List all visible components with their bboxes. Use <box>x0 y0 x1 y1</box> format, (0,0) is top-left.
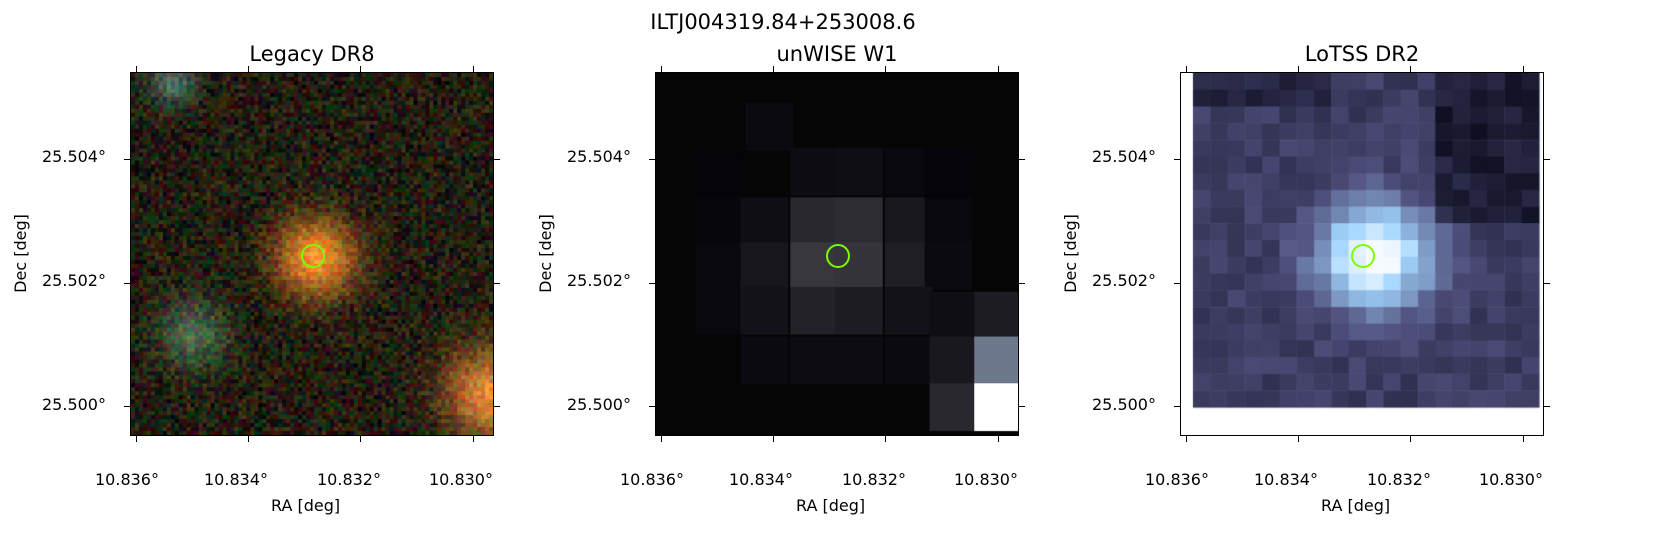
tick-mark <box>661 66 663 72</box>
tick-mark <box>649 159 655 161</box>
tick-mark <box>136 436 138 442</box>
tick-mark <box>136 66 138 72</box>
x-tick-label: 10.830° <box>1479 470 1543 489</box>
y-tick-label: 25.500° <box>567 395 631 414</box>
tick-mark <box>1019 406 1025 408</box>
tick-mark <box>885 436 887 442</box>
tick-mark <box>248 66 250 72</box>
tick-mark <box>998 436 1000 442</box>
x-tick-label: 10.836° <box>95 470 159 489</box>
x-tick-label: 10.836° <box>620 470 684 489</box>
tick-mark <box>1019 283 1025 285</box>
tick-mark <box>1523 436 1525 442</box>
tick-mark <box>1174 406 1180 408</box>
y-tick-label: 25.502° <box>1092 271 1156 290</box>
source-marker-circle <box>826 244 850 268</box>
tick-mark <box>494 159 500 161</box>
x-tick-label: 10.832° <box>842 470 906 489</box>
y-tick-label: 25.500° <box>1092 395 1156 414</box>
source-marker-circle <box>301 244 325 268</box>
x-tick-label: 10.830° <box>954 470 1018 489</box>
x-tick-label: 10.832° <box>317 470 381 489</box>
y-axis-label: Dec [deg] <box>535 214 555 293</box>
lotss-image-axes[interactable] <box>1174 66 1550 442</box>
tick-mark <box>1298 436 1300 442</box>
tick-mark <box>885 66 887 72</box>
tick-mark <box>1544 406 1550 408</box>
legacy-image-axes[interactable] <box>124 66 500 442</box>
source-marker-circle <box>1351 244 1375 268</box>
tick-mark <box>124 159 130 161</box>
tick-mark <box>124 406 130 408</box>
tick-mark <box>124 283 130 285</box>
tick-mark <box>1186 66 1188 72</box>
x-tick-label: 10.834° <box>204 470 268 489</box>
tick-mark <box>473 66 475 72</box>
y-tick-label: 25.504° <box>567 147 631 166</box>
tick-mark <box>494 406 500 408</box>
tick-mark <box>1410 66 1412 72</box>
panel-title-legacy: Legacy DR8 <box>249 42 375 66</box>
y-tick-label: 25.504° <box>42 147 106 166</box>
tick-mark <box>1298 66 1300 72</box>
y-axis-label: Dec [deg] <box>1060 214 1080 293</box>
tick-mark <box>494 283 500 285</box>
tick-mark <box>649 283 655 285</box>
y-tick-label: 25.504° <box>1092 147 1156 166</box>
tick-mark <box>1019 159 1025 161</box>
tick-mark <box>1174 283 1180 285</box>
tick-mark <box>773 66 775 72</box>
x-tick-label: 10.834° <box>729 470 793 489</box>
panel-title-lotss: LoTSS DR2 <box>1304 42 1420 66</box>
tick-mark <box>773 436 775 442</box>
unwise-image-axes[interactable] <box>649 66 1025 442</box>
tick-mark <box>649 406 655 408</box>
x-tick-label: 10.834° <box>1254 470 1318 489</box>
x-tick-label: 10.830° <box>429 470 493 489</box>
x-axis-label: RA [deg] <box>796 496 866 515</box>
tick-mark <box>360 436 362 442</box>
tick-mark <box>1523 66 1525 72</box>
x-axis-label: RA [deg] <box>271 496 341 515</box>
x-tick-label: 10.836° <box>1145 470 1209 489</box>
tick-mark <box>248 436 250 442</box>
y-tick-label: 25.502° <box>567 271 631 290</box>
y-tick-label: 25.500° <box>42 395 106 414</box>
tick-mark <box>998 66 1000 72</box>
x-axis-label: RA [deg] <box>1321 496 1391 515</box>
tick-mark <box>1544 159 1550 161</box>
panel-title-unwise: unWISE W1 <box>776 42 898 66</box>
y-tick-label: 25.502° <box>42 271 106 290</box>
tick-mark <box>360 66 362 72</box>
tick-mark <box>473 436 475 442</box>
tick-mark <box>1174 159 1180 161</box>
tick-mark <box>661 436 663 442</box>
y-axis-label: Dec [deg] <box>10 214 30 293</box>
tick-mark <box>1186 436 1188 442</box>
x-tick-label: 10.832° <box>1367 470 1431 489</box>
figure-title: ILTJ004319.84+253008.6 <box>650 10 916 34</box>
tick-mark <box>1544 283 1550 285</box>
tick-mark <box>1410 436 1412 442</box>
